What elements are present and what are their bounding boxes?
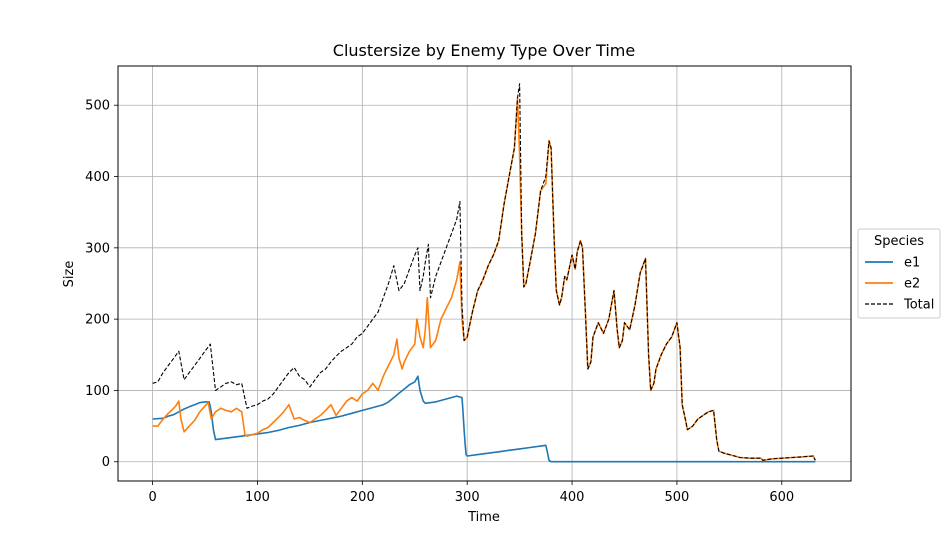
x-tick-label: 300 bbox=[455, 490, 480, 505]
y-tick-label: 0 bbox=[102, 455, 110, 470]
y-tick-label: 500 bbox=[85, 99, 110, 114]
legend-label-e2: e2 bbox=[904, 277, 920, 292]
chart-title: Clustersize by Enemy Type Over Time bbox=[333, 41, 635, 60]
x-tick-label: 500 bbox=[665, 490, 690, 505]
x-tick-label: 0 bbox=[148, 490, 156, 505]
legend: Species e1 e2 Total bbox=[857, 228, 941, 319]
series-line-total bbox=[152, 83, 816, 461]
y-tick-label: 400 bbox=[85, 170, 110, 185]
y-tick-label: 300 bbox=[85, 241, 110, 256]
legend-frame bbox=[857, 228, 941, 319]
axis-ticks: 0 100 200 300 400 500 600 0 100 200 300 400 500 bbox=[85, 99, 794, 505]
x-axis-label: Time bbox=[467, 510, 500, 525]
legend-label-e1: e1 bbox=[904, 256, 920, 271]
y-tick-label: 200 bbox=[85, 313, 110, 328]
legend-title: Species bbox=[874, 234, 924, 249]
series-line-e1 bbox=[152, 375, 816, 463]
gridlines bbox=[118, 66, 851, 481]
plot-area-frame bbox=[117, 65, 852, 482]
y-axis-label: Size bbox=[62, 261, 77, 288]
x-tick-label: 200 bbox=[350, 490, 375, 505]
x-tick-label: 100 bbox=[245, 490, 270, 505]
series-lines bbox=[152, 83, 817, 463]
x-tick-label: 600 bbox=[769, 490, 794, 505]
legend-label-total: Total bbox=[903, 298, 934, 313]
x-tick-label: 400 bbox=[560, 490, 585, 505]
y-tick-label: 100 bbox=[85, 384, 110, 399]
